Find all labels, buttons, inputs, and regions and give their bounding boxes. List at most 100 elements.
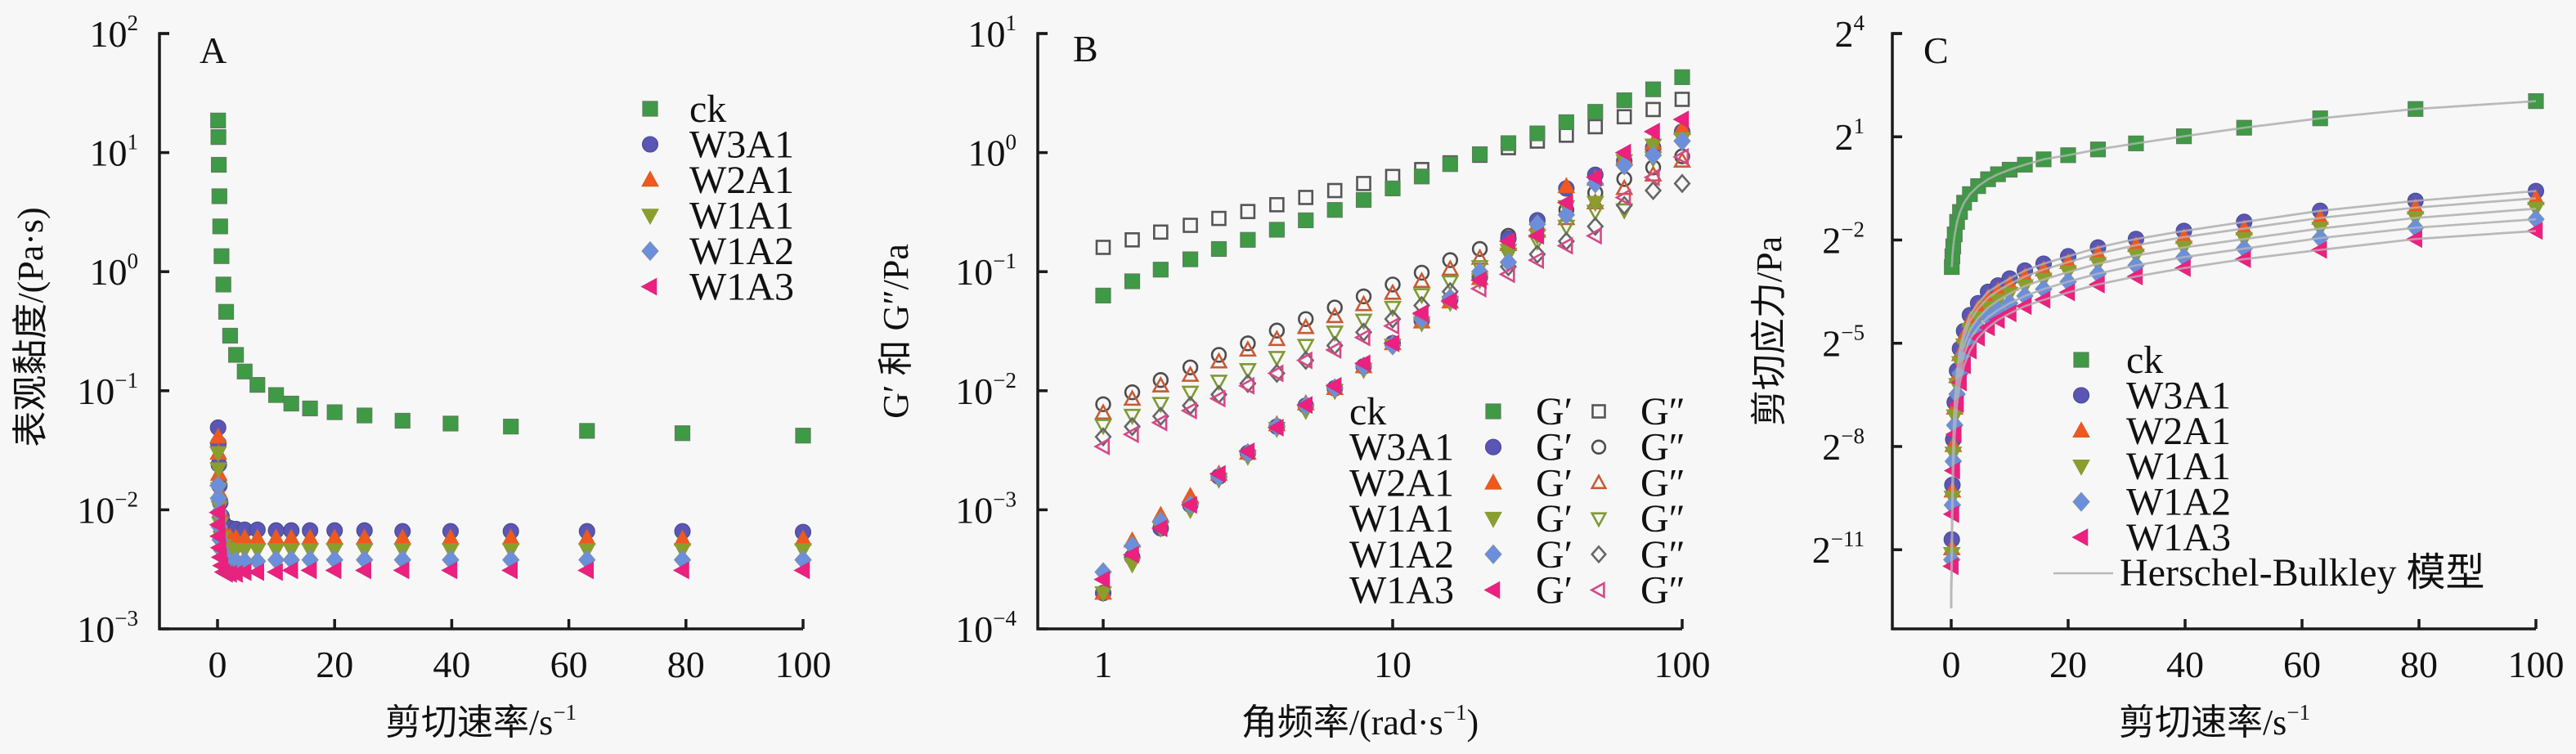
legend-label-w1a3: W1A3 bbox=[689, 266, 794, 309]
legend-marker-ck bbox=[642, 101, 658, 117]
panel-c-y-axis-title: 剪切应力/Pa bbox=[1749, 236, 1789, 426]
panel-a-point-ck bbox=[394, 412, 411, 429]
panel-b-y-tick-label: 10−2 bbox=[955, 368, 1016, 412]
panel-a-point-w1a3 bbox=[267, 563, 283, 581]
panel-b-g-prime-point-ck bbox=[1616, 92, 1632, 109]
legend-b-label-w1a2: W1A2 bbox=[1349, 533, 1454, 577]
panel-b-g-double-prime-point-w1a1 bbox=[1412, 288, 1431, 305]
panel-a-x-axis-title: 剪切速率/s−1 bbox=[385, 700, 577, 743]
panel-a-point-ck bbox=[674, 425, 691, 442]
panel-b-g-prime-point-w1a3 bbox=[1093, 570, 1111, 589]
legend-marker-w2a1 bbox=[641, 170, 659, 187]
panel-a-x-tick-label: 40 bbox=[433, 644, 470, 685]
panel-c-x-tick-label-base: 40 bbox=[2166, 644, 2204, 685]
panel-b-g-double-prime-point-w1a3 bbox=[1527, 251, 1544, 270]
legend-label-w1a2: W1A2 bbox=[689, 230, 794, 273]
panel-a-point-ck bbox=[236, 363, 253, 379]
panel-b-g-double-prime-point-w1a1 bbox=[1384, 300, 1402, 317]
panel-b-g-double-prime-point-w2a1 bbox=[1209, 352, 1228, 369]
legend-b-gprime-w1a1: G′ bbox=[1536, 497, 1573, 541]
legend-b-gdoubleprime-w1a1: G″ bbox=[1640, 497, 1685, 541]
panel-a-x-tick-label: 100 bbox=[775, 644, 832, 685]
panel-b-g-double-prime-point-w2a1 bbox=[1181, 365, 1200, 382]
panel-b-g-double-prime-point-w3a1 bbox=[1471, 240, 1488, 258]
panel-b-g-double-prime-point-w1a2 bbox=[1151, 406, 1169, 427]
panel-a-point-w1a3 bbox=[393, 561, 410, 580]
panel-c-y-tick-label-exp: −8 bbox=[1841, 424, 1865, 448]
panel-c-x-tick-label: 60 bbox=[2283, 644, 2321, 685]
panel-c-y-tick-label-exp: 1 bbox=[1854, 114, 1865, 138]
panel-b-g-double-prime-point-w1a2 bbox=[1586, 216, 1604, 236]
panel-b-g-double-prime-point-w1a1 bbox=[1238, 363, 1257, 380]
panel-b-g-double-prime-point-w1a3 bbox=[1498, 265, 1515, 284]
legend-b-gdoubleprime-w1a2: G″ bbox=[1640, 533, 1685, 577]
panel-a-point-w1a3 bbox=[325, 561, 342, 580]
panel-a-y-tick-label-exp: −1 bbox=[114, 368, 138, 393]
legend-b-filled-marker-ck bbox=[1485, 403, 1501, 420]
panel-b-g-double-prime-point-w1a3 bbox=[1209, 389, 1226, 408]
panel-b-series-ck bbox=[1095, 69, 1690, 304]
legend-c-label-w3a1: W3A1 bbox=[2126, 374, 2231, 417]
panel-b-g-prime-point-ck bbox=[1268, 222, 1285, 238]
panel-b-g-double-prime-point-w3a1 bbox=[1095, 396, 1111, 413]
panel-b-g-double-prime-point-w3a1 bbox=[1326, 299, 1343, 316]
panel-a-y-tick-label-exp: −3 bbox=[114, 606, 138, 631]
panel-b-g-double-prime-point-w1a2 bbox=[1094, 427, 1112, 447]
panel-b-y-tick-label-exp: −4 bbox=[993, 606, 1016, 631]
panel-b-g-double-prime-point-w1a3 bbox=[1267, 364, 1284, 383]
panel-b-g-prime-point-w1a3 bbox=[1267, 418, 1284, 437]
panel-a-point-ck bbox=[442, 415, 459, 432]
panel-a-point-w1a1 bbox=[209, 462, 227, 479]
panel-b-g-double-prime-point-w1a3 bbox=[1672, 147, 1690, 166]
legend-b-gprime-w1a3: G′ bbox=[1536, 569, 1573, 613]
panel-c-y-tick-label: 24 bbox=[1835, 11, 1865, 55]
panel-c-y-tick-label-base: 2 bbox=[1812, 529, 1831, 571]
legend-c-label-ck: ck bbox=[2126, 339, 2163, 382]
panel-b-g-double-prime-point-w3a1 bbox=[1355, 288, 1372, 305]
panel-b-y-tick-label-exp: 0 bbox=[1006, 130, 1017, 155]
panel-c-x-tick-label-base: 60 bbox=[2283, 644, 2321, 685]
panel-a-data-points bbox=[209, 112, 812, 583]
panel-b-g-double-prime-point-w3a1 bbox=[1442, 252, 1459, 268]
panel-c-y-tick-label-exp: −2 bbox=[1841, 217, 1865, 241]
panel-b-g-double-prime-point-w3a1 bbox=[1152, 372, 1169, 388]
legend-b-label-w1a1: W1A1 bbox=[1349, 497, 1454, 541]
panel-b-g-double-prime-point-w1a1 bbox=[1123, 408, 1142, 425]
panel-c-x-tick-label: 20 bbox=[2049, 644, 2087, 685]
panel-c-x-tick-label: 80 bbox=[2400, 644, 2438, 685]
panel-b-g-double-prime-point-ck bbox=[1587, 119, 1604, 135]
panel-b-g-prime-point-ck bbox=[1558, 114, 1574, 131]
panel-a-y-tick-label: 10−1 bbox=[77, 368, 138, 412]
panel-b-y-tick-label-exp: 1 bbox=[1006, 11, 1017, 35]
panel-b-g-double-prime-point-w1a3 bbox=[1295, 351, 1313, 370]
panel-a-x-tick-label: 20 bbox=[316, 644, 353, 685]
panel-a-y-axis-title: 表观黏度/(Pa·s) bbox=[11, 207, 51, 447]
panel-b-letter: B bbox=[1073, 28, 1098, 70]
panel-a-point-ck bbox=[210, 156, 227, 173]
panel-a-point-ck bbox=[579, 423, 595, 439]
panel-b-g-prime-point-w1a2 bbox=[1644, 145, 1663, 166]
panel-a-y-tick-label-base: 10 bbox=[77, 370, 114, 412]
panel-b-y-tick-label: 10−1 bbox=[955, 249, 1016, 293]
panel-a-point-ck bbox=[249, 377, 266, 393]
panel-a-y-tick-label-base: 10 bbox=[90, 132, 128, 174]
panel-b-y-tick-label: 10−3 bbox=[955, 487, 1016, 531]
panel-a-point-ck bbox=[212, 218, 228, 235]
panel-b-y-tick-label-exp: −1 bbox=[993, 249, 1016, 273]
panel-b-g-prime-point-w1a3 bbox=[1643, 123, 1660, 141]
panel-b-g-prime-point-w1a3 bbox=[1440, 291, 1457, 310]
panel-a-y-tick-label: 10−2 bbox=[77, 487, 138, 531]
panel-b-g-double-prime-point-w1a2 bbox=[1645, 181, 1663, 200]
panel-a-y-tick-label-base: 10 bbox=[90, 251, 128, 293]
panel-c-x-tick-label-base: 20 bbox=[2049, 644, 2087, 685]
panel-a-y-tick-label-exp: 1 bbox=[128, 130, 139, 155]
legend-b-gprime-w1a2: G′ bbox=[1536, 533, 1573, 577]
panel-b-g-double-prime-point-w1a3 bbox=[1180, 402, 1197, 420]
panel-c-y-tick-label-exp: −11 bbox=[1831, 527, 1865, 551]
panel-c-y-tick-label-exp: −5 bbox=[1841, 321, 1865, 345]
panel-b-x-axis-title-text: 角频率/(rad·s bbox=[1241, 702, 1443, 743]
